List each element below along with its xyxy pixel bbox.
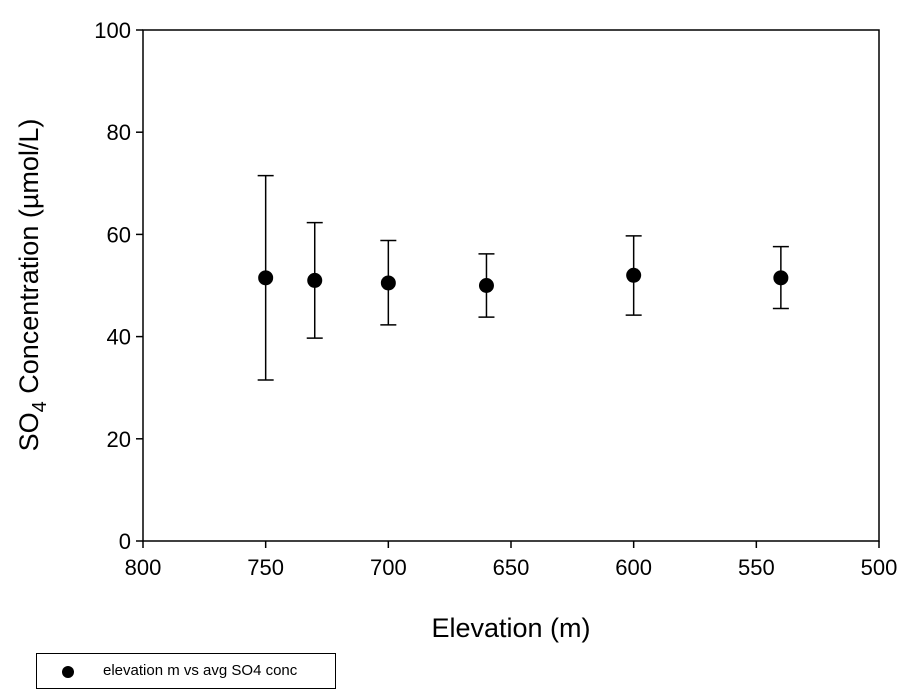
x-axis: 800 750 700 650 600 550 500 bbox=[125, 541, 898, 580]
chart: 0 20 40 60 80 100 800 750 700 650 600 550 500 Eleva… bbox=[14, 18, 898, 643]
data-series bbox=[257, 174, 789, 381]
y-axis-title-subscript: 4 bbox=[29, 401, 51, 412]
legend-marker-icon bbox=[62, 666, 74, 678]
data-point bbox=[380, 239, 397, 326]
data-marker bbox=[307, 272, 323, 288]
y-tick-label: 0 bbox=[119, 529, 131, 554]
y-tick-label: 80 bbox=[107, 120, 131, 145]
data-point bbox=[625, 235, 642, 316]
y-tick-label: 60 bbox=[107, 222, 131, 247]
y-tick-label: 40 bbox=[107, 325, 131, 350]
x-tick-label: 700 bbox=[370, 555, 407, 580]
y-tick-label: 100 bbox=[94, 18, 131, 43]
x-tick-label: 500 bbox=[861, 555, 898, 580]
data-marker bbox=[380, 275, 396, 291]
y-axis: 0 20 40 60 80 100 bbox=[94, 18, 143, 554]
x-axis-title: Elevation (m) bbox=[431, 613, 590, 643]
data-marker bbox=[258, 270, 274, 286]
x-tick-label: 800 bbox=[125, 555, 162, 580]
y-axis-title: SO4 Concentration (µmol/L) bbox=[14, 119, 51, 452]
legend: elevation m vs avg SO4 conc bbox=[36, 653, 336, 689]
data-marker bbox=[478, 278, 494, 293]
data-point bbox=[478, 253, 495, 318]
y-tick-label: 20 bbox=[107, 427, 131, 452]
data-point bbox=[772, 245, 789, 310]
x-tick-label: 750 bbox=[247, 555, 284, 580]
x-tick-label: 600 bbox=[615, 555, 652, 580]
data-point bbox=[306, 221, 323, 339]
data-point bbox=[257, 174, 274, 381]
plot-frame bbox=[142, 29, 880, 542]
x-tick-label: 550 bbox=[738, 555, 775, 580]
y-axis-title-main: SO bbox=[14, 412, 44, 451]
legend-label: elevation m vs avg SO4 conc bbox=[103, 662, 298, 679]
x-tick-label: 650 bbox=[493, 555, 530, 580]
data-marker bbox=[626, 267, 642, 283]
data-marker bbox=[773, 270, 789, 286]
y-axis-title-rest: Concentration (µmol/L) bbox=[14, 119, 44, 402]
